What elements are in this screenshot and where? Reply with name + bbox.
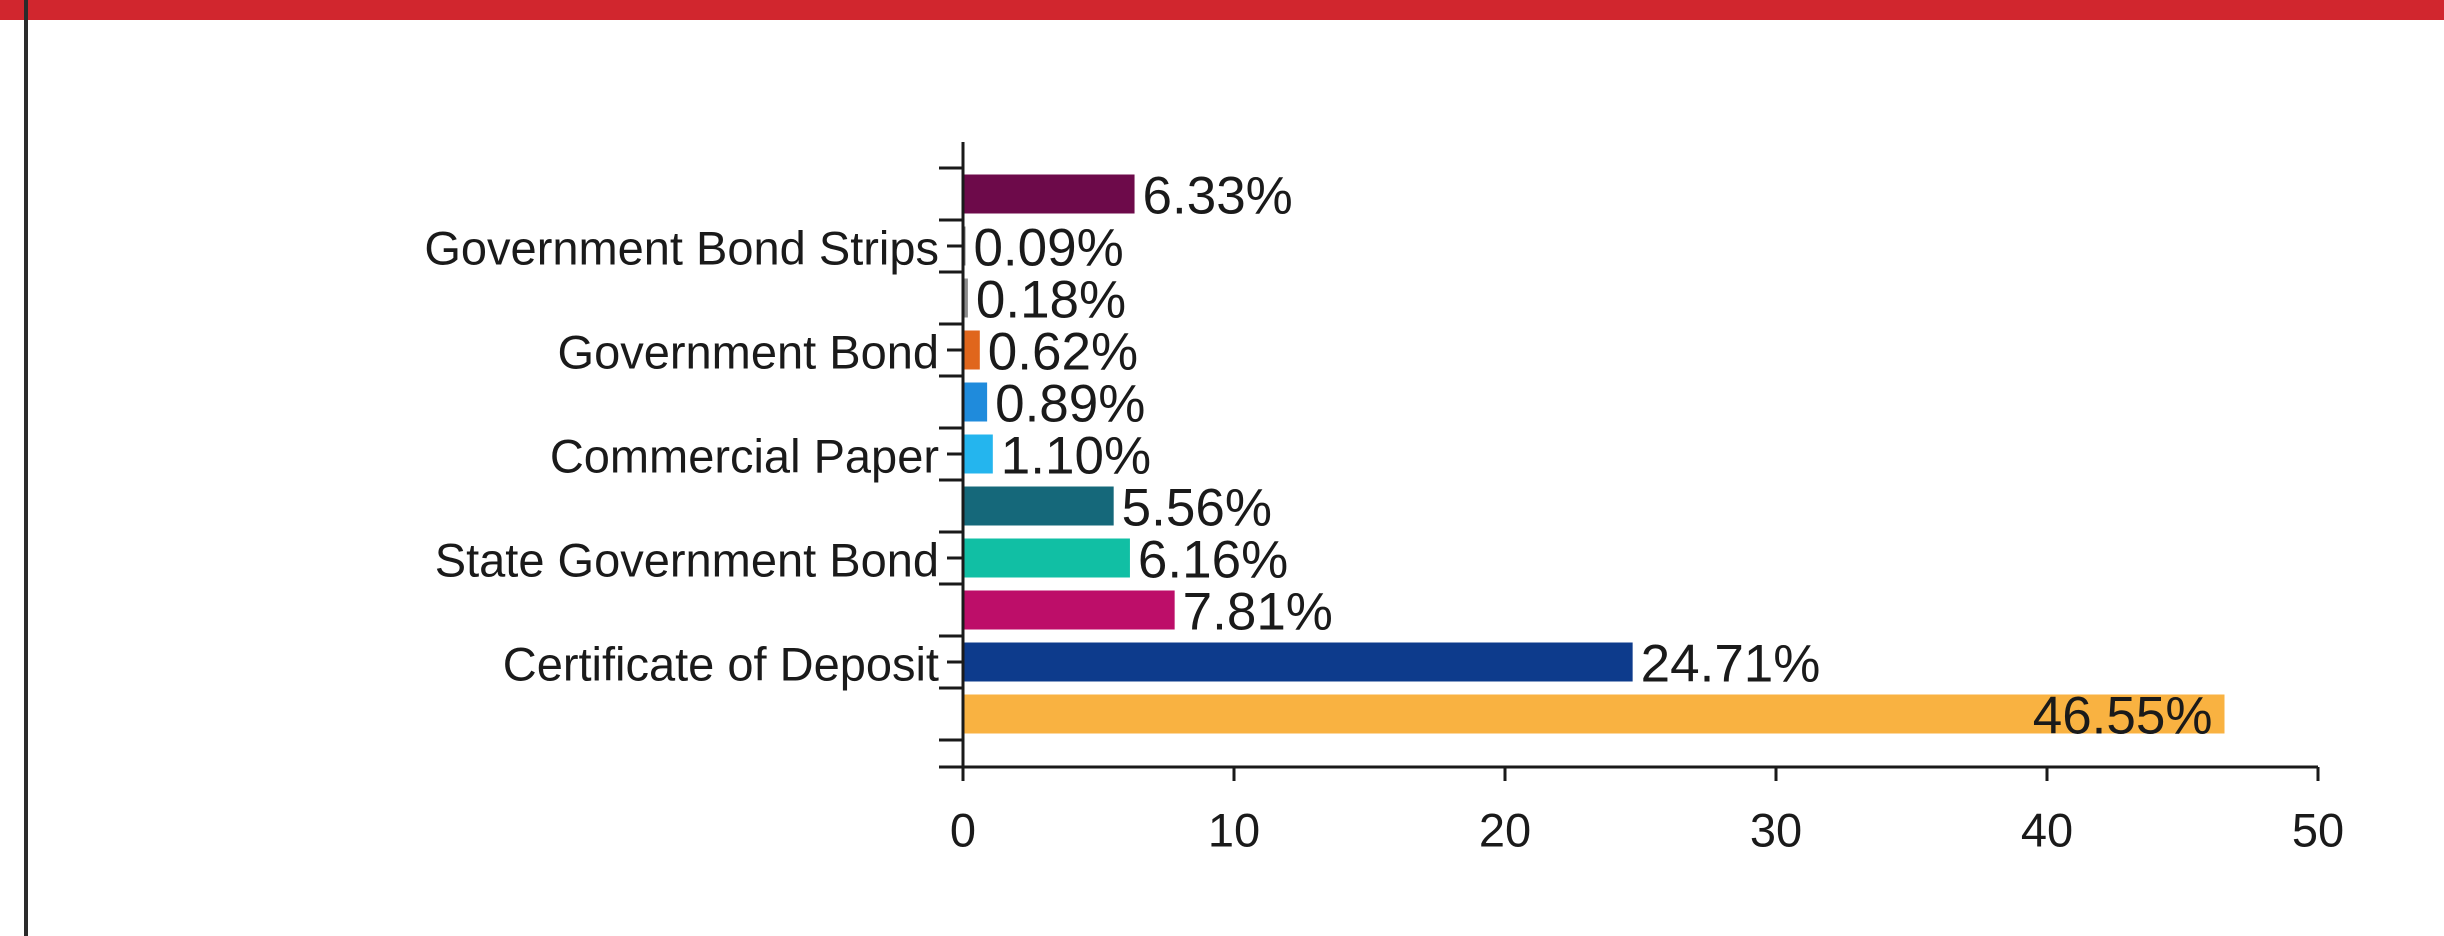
left-border [24, 0, 28, 936]
bar [963, 278, 968, 318]
category-label: State Government Bond [435, 534, 939, 587]
bar [963, 174, 1135, 214]
data-label: 1.10% [1001, 427, 1151, 486]
bar [963, 486, 1114, 526]
data-label: 0.18% [976, 271, 1126, 330]
data-label: 0.62% [988, 323, 1138, 382]
bar [963, 538, 1130, 578]
bar [963, 642, 1633, 682]
bar [963, 382, 988, 422]
bar [963, 694, 2225, 734]
data-label: 6.33% [1143, 167, 1293, 226]
data-label: 5.56% [1122, 479, 1272, 538]
x-tick-label: 10 [1208, 804, 1260, 857]
category-label: Certificate of Deposit [503, 638, 939, 691]
data-label: 46.55% [2033, 687, 2213, 746]
x-tick-label: 20 [1479, 804, 1531, 857]
x-tick-label: 40 [2021, 804, 2073, 857]
x-tick-label: 0 [950, 804, 976, 857]
data-label: 7.81% [1183, 583, 1333, 642]
category-label: Government Bond [558, 326, 939, 379]
bar [963, 434, 993, 474]
x-tick-label: 50 [2292, 804, 2344, 857]
bar [963, 330, 980, 370]
data-label: 24.71% [1641, 635, 1821, 694]
data-label: 6.16% [1138, 531, 1288, 590]
header-bar [0, 0, 2444, 20]
category-label: Commercial Paper [550, 430, 939, 483]
data-label: 0.89% [995, 375, 1145, 434]
data-label: 0.09% [973, 219, 1123, 278]
bar [963, 590, 1175, 630]
category-label: Government Bond Strips [424, 222, 939, 275]
x-tick-label: 30 [1750, 804, 1802, 857]
